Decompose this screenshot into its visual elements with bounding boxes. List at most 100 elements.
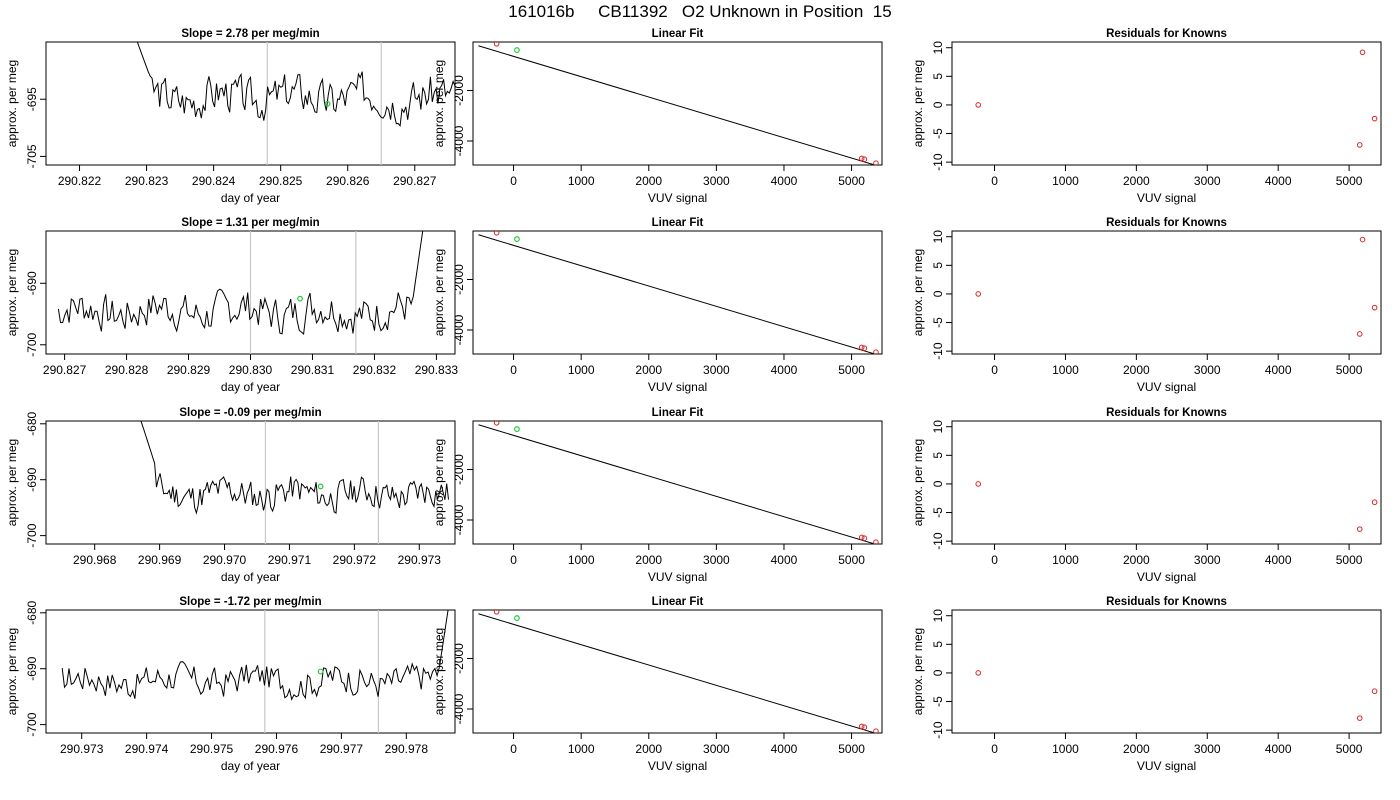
- residual-point: [1371, 304, 1378, 311]
- known-point: [861, 724, 868, 730]
- y-axis-label: approx. per meg: [911, 439, 925, 526]
- plot-frame: [951, 41, 1382, 166]
- residual-point: [1356, 526, 1363, 532]
- x-tick-label: 5000: [1336, 174, 1363, 188]
- y-tick-label: -4000: [452, 693, 466, 724]
- y-axis-label: approx. per meg: [911, 628, 925, 715]
- x-tick-label: 290.824: [192, 174, 236, 188]
- y-tick-label: -4000: [452, 125, 466, 156]
- panel-fit-2: Linear Fit VUV signal approx. per meg 0 1000…: [432, 217, 883, 394]
- x-tick-label: 1000: [1052, 553, 1079, 567]
- x-tick-label: 1000: [568, 553, 595, 567]
- plot-frame: [45, 609, 456, 734]
- panel-title: Linear Fit: [652, 407, 704, 419]
- residual-point: [1371, 688, 1378, 695]
- x-tick-label: 1000: [1052, 742, 1079, 756]
- y-axis-label: approx. per meg: [5, 439, 19, 526]
- residual-point: [1359, 49, 1366, 56]
- panel-fit-1: Linear Fit VUV signal approx. per meg 0 1000…: [432, 28, 883, 205]
- known-point: [858, 534, 865, 541]
- x-tick-label: 290.973: [398, 553, 442, 567]
- x-tick-label: 2000: [1123, 553, 1150, 567]
- x-tick-label: 2000: [635, 553, 662, 567]
- x-tick-label: 4000: [1265, 174, 1292, 188]
- y-tick-label: 10: [931, 420, 945, 434]
- x-tick-label: 0: [991, 742, 998, 756]
- y-tick-label: 0: [931, 290, 945, 297]
- x-tick-label: 3000: [703, 174, 730, 188]
- y-tick-label: 5: [931, 641, 945, 648]
- y-tick-label: -5: [931, 317, 945, 328]
- y-tick-label: -10: [931, 532, 945, 550]
- known-point: [873, 349, 879, 354]
- known-point: [873, 160, 879, 165]
- y-tick-label: -10: [931, 342, 945, 360]
- plot-frame: [951, 609, 1382, 734]
- x-axis-label: VUV signal: [1137, 191, 1196, 205]
- y-tick-label: 10: [931, 41, 945, 55]
- x-tick-label: 0: [510, 742, 517, 756]
- panel-fit-3: Linear Fit VUV signal approx. per meg 0 1000…: [432, 407, 883, 584]
- x-tick-label: 5000: [1336, 553, 1363, 567]
- x-tick-label: 290.827: [43, 363, 87, 377]
- y-axis-label: approx. per meg: [432, 249, 446, 336]
- known-point: [493, 231, 500, 236]
- plot-area: [975, 236, 1378, 337]
- x-tick-label: 1000: [568, 363, 595, 377]
- x-tick-label: 290.968: [73, 553, 117, 567]
- x-axis-label: VUV signal: [1137, 380, 1196, 394]
- x-axis-label: VUV signal: [648, 191, 707, 205]
- x-tick-label: 3000: [703, 553, 730, 567]
- x-tick-label: 5000: [838, 363, 865, 377]
- x-axis-label: VUV signal: [1137, 570, 1196, 584]
- x-tick-label: 5000: [1336, 742, 1363, 756]
- unknown-point: [514, 236, 520, 242]
- known-point: [861, 156, 868, 162]
- x-tick-label: 290.830: [229, 363, 273, 377]
- x-tick-label: 4000: [1265, 553, 1292, 567]
- x-tick-label: 1000: [568, 742, 595, 756]
- x-tick-label: 4000: [771, 363, 798, 377]
- fit-line: [478, 613, 877, 733]
- x-tick-label: 2000: [635, 174, 662, 188]
- y-tick-label: -700: [25, 712, 39, 736]
- y-axis-label: approx. per meg: [5, 249, 19, 336]
- x-tick-label: 3000: [1194, 363, 1221, 377]
- fit-line: [478, 424, 877, 544]
- figure-title: 161016b CB11392 O2 Unknown in Position 1…: [508, 2, 892, 21]
- panel-title: Linear Fit: [652, 217, 704, 229]
- plot-area: [975, 49, 1378, 148]
- plot-frame: [472, 230, 883, 355]
- x-axis-label: day of year: [221, 380, 280, 394]
- plot-area: [478, 421, 879, 544]
- y-tick-label: -5: [931, 696, 945, 707]
- x-tick-label: 2000: [1123, 174, 1150, 188]
- y-tick-label: 0: [931, 480, 945, 487]
- panel-title: Slope = 1.31 per meg/min: [181, 217, 319, 229]
- plot-area: [478, 610, 879, 733]
- plot-area: [975, 481, 1378, 532]
- x-tick-label: 0: [991, 363, 998, 377]
- x-tick-label: 290.832: [353, 363, 397, 377]
- y-tick-label: -690: [25, 271, 39, 295]
- x-tick-label: 290.976: [255, 742, 299, 756]
- y-tick-label: -690: [25, 656, 39, 680]
- y-tick-label: 10: [931, 609, 945, 623]
- x-tick-label: 2000: [1123, 742, 1150, 756]
- y-axis-label: approx. per meg: [5, 60, 19, 147]
- x-tick-label: 290.973: [60, 742, 104, 756]
- panel-title: Slope = -1.72 per meg/min: [179, 596, 321, 608]
- x-tick-label: 290.829: [167, 363, 211, 377]
- green-marker: [317, 483, 324, 490]
- plot-frame: [45, 41, 456, 166]
- y-tick-label: -700: [25, 332, 39, 356]
- y-tick-label: 5: [931, 262, 945, 269]
- x-tick-label: 290.825: [259, 174, 303, 188]
- y-axis-label: approx. per meg: [911, 249, 925, 336]
- x-tick-label: 290.823: [125, 174, 169, 188]
- y-axis-label: approx. per meg: [432, 439, 446, 526]
- x-axis-label: day of year: [221, 759, 280, 773]
- residual-point: [1356, 715, 1363, 721]
